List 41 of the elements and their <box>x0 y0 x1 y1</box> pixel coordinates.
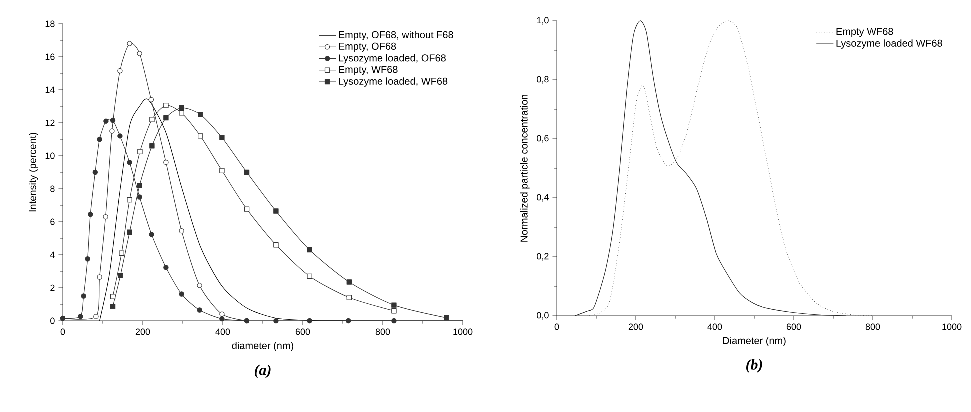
y-tick-label: 8 <box>50 186 55 192</box>
y-tick-label: 16 <box>46 54 55 60</box>
legend-label: Empty, WF68 <box>339 66 398 76</box>
x-tick-label: 200 <box>628 324 644 330</box>
y-tick-label: 0,6 <box>537 135 549 143</box>
x-tick-label: 600 <box>296 328 310 336</box>
y-tick-label: 14 <box>46 86 55 94</box>
y-tick-label: 0,0 <box>537 312 549 320</box>
x-tick-label: 600 <box>786 324 802 330</box>
y-tick-label: 0 <box>50 318 55 324</box>
y-tick-label: 4 <box>50 252 55 258</box>
y-tick-label: 18 <box>46 20 55 28</box>
x-tick-label: 800 <box>866 324 880 330</box>
x-axis-title: diameter (nm) <box>232 342 294 352</box>
y-tick-label: 6 <box>50 218 55 226</box>
x-axis-title: Diameter (nm) <box>723 337 786 346</box>
legend-label: Empty, OF68, without F68 <box>339 31 454 40</box>
legend-label: Lysozyme loaded WF68 <box>836 40 942 49</box>
y-tick-label: 0,2 <box>537 253 549 261</box>
y-tick-label: 0,8 <box>537 76 549 84</box>
y-tick-label: 10 <box>46 152 55 160</box>
x-tick-label: 0 <box>554 324 560 330</box>
x-tick-label: 400 <box>708 324 722 330</box>
x-tick-label: 1000 <box>454 328 473 336</box>
y-axis-title: Intensity (percent) <box>29 133 38 212</box>
x-tick-label: 200 <box>136 328 150 336</box>
y-tick-label: 2 <box>50 284 55 292</box>
x-tick-label: 400 <box>216 328 230 336</box>
legend-label: Lysozyme loaded, OF68 <box>339 54 446 64</box>
x-tick-label: 800 <box>376 328 390 336</box>
legend-label: Empty WF68 <box>836 28 894 38</box>
text: (a) <box>254 364 271 378</box>
text: (b) <box>746 359 762 373</box>
y-tick-label: 0,4 <box>537 194 549 202</box>
y-tick-label: 12 <box>46 120 55 126</box>
y-tick-label: 1,0 <box>537 17 549 25</box>
y-axis-title: Normalized particle concentration <box>520 94 530 242</box>
legend-label: Lysozyme loaded, WF68 <box>339 78 448 87</box>
legend-label: Empty, OF68 <box>339 42 396 52</box>
x-tick-label: 0 <box>60 328 66 336</box>
x-tick-label: 1000 <box>942 324 962 330</box>
